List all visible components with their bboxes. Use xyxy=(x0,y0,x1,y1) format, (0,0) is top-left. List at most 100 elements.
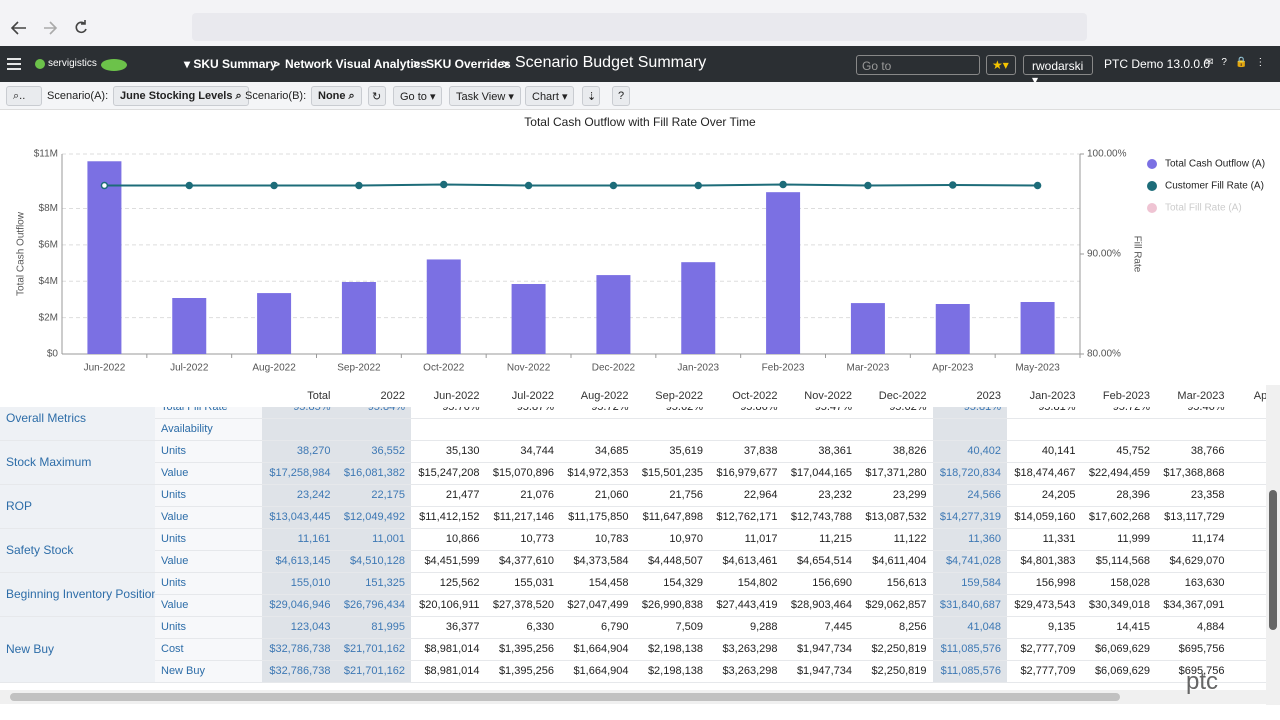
cell: 40,141 xyxy=(1007,440,1082,463)
cell: $27,378,520 xyxy=(485,594,560,617)
cell: $11,085,576 xyxy=(932,638,1007,661)
row-label: Value xyxy=(155,462,262,485)
cell: 24,205 xyxy=(1007,484,1082,507)
x-tick-label: Dec-2022 xyxy=(592,363,636,374)
point xyxy=(779,180,787,189)
help-button[interactable]: ? xyxy=(612,86,630,106)
app-nav: servigistics ▾ SKU Summary > Network Vis… xyxy=(0,46,1280,87)
cell: $15,501,235 xyxy=(634,462,709,485)
goto-button[interactable]: Go to ▾ xyxy=(393,86,443,106)
column-header[interactable]: 2023 xyxy=(932,385,1007,408)
button-text[interactable]: Chart xyxy=(532,91,559,103)
button-text[interactable]: Task View xyxy=(456,91,506,103)
cell: $20,106,911 xyxy=(411,594,486,617)
breadcrumb[interactable]: SKU Overrides xyxy=(426,57,511,71)
cell: 163,630 xyxy=(1156,572,1231,595)
y-tick-label: $4M xyxy=(39,276,58,287)
column-header[interactable]: Feb-2023 xyxy=(1081,385,1156,408)
cell xyxy=(932,418,1007,441)
cell xyxy=(709,418,784,441)
cell: $18,720,834 xyxy=(932,462,1007,485)
column-header[interactable]: Jun-2022 xyxy=(411,385,486,408)
refresh-button[interactable]: ↻ xyxy=(368,86,386,106)
x-tick-label: Mar-2023 xyxy=(847,363,890,374)
x-tick-label: May-2023 xyxy=(1015,363,1060,374)
x-tick-label: Oct-2022 xyxy=(423,363,465,374)
table-row: Beginning Inventory Position Units 155,010… xyxy=(0,572,1266,617)
cell: $29,062,857 xyxy=(858,594,933,617)
breadcrumb[interactable]: ▾ SKU Summary xyxy=(184,57,277,71)
column-header[interactable]: Jul-2022 xyxy=(485,385,560,408)
column-header[interactable]: 2022 xyxy=(336,385,411,408)
column-header[interactable]: Aug-2022 xyxy=(560,385,635,408)
column-header[interactable]: Total xyxy=(262,385,337,408)
cell xyxy=(1230,550,1266,573)
table-row: Availability xyxy=(0,418,1266,441)
cell: $8,981,014 xyxy=(411,660,486,683)
scenario-a[interactable]: June Stocking Levels ⌕ xyxy=(113,86,249,106)
cell: 11,174 xyxy=(1156,528,1231,551)
cell: $4,654,514 xyxy=(783,550,858,573)
cell: 21,076 xyxy=(485,484,560,507)
button-text[interactable]: Go to xyxy=(400,91,427,103)
cell: 36,377 xyxy=(411,616,486,639)
user-menu[interactable]: rwodarski ▾ xyxy=(1023,55,1093,87)
column-header[interactable]: Jan-2023 xyxy=(1007,385,1082,408)
cell: 35,619 xyxy=(634,440,709,463)
logo[interactable] xyxy=(0,46,130,82)
user-name[interactable]: rwodarski xyxy=(1032,59,1084,73)
column-header[interactable]: Mar-2023 xyxy=(1156,385,1231,408)
cell: 36,552 xyxy=(336,440,411,463)
legend-label: Total Cash Outflow (A) xyxy=(1165,159,1265,170)
row-label: Cost xyxy=(155,638,262,661)
cell: $26,796,434 xyxy=(336,594,411,617)
download-button[interactable]: ⇣ xyxy=(582,86,600,106)
cell: 21,060 xyxy=(560,484,635,507)
breadcrumb[interactable]: Network Visual Analytics xyxy=(285,57,428,71)
cell xyxy=(1230,616,1266,639)
task-view-button[interactable]: Task View ▾ xyxy=(449,86,521,106)
v-scrollbar[interactable] xyxy=(1266,385,1280,705)
column-header[interactable]: Oct-2022 xyxy=(709,385,784,408)
cell: $4,373,584 xyxy=(560,550,635,573)
cell: 154,802 xyxy=(709,572,784,595)
cell: $11,217,146 xyxy=(485,506,560,529)
search-button[interactable]: ⌕.. xyxy=(6,86,42,106)
nav-icons[interactable]: ✉?🔒⋮ xyxy=(1205,57,1274,68)
cell: 22,964 xyxy=(709,484,784,507)
cell: $28,903,464 xyxy=(783,594,858,617)
line xyxy=(104,183,1038,187)
row-label: Value xyxy=(155,550,262,573)
bar xyxy=(681,262,716,354)
scenario-b-value[interactable]: None xyxy=(318,90,346,102)
address-bar[interactable] xyxy=(192,13,1087,41)
browser-nav-icons[interactable] xyxy=(0,0,110,46)
cell: $11,175,850 xyxy=(560,506,635,529)
cell: $2,198,138 xyxy=(634,660,709,683)
cell: 35,130 xyxy=(411,440,486,463)
chart-button[interactable]: Chart ▾ xyxy=(525,86,575,106)
x-tick-label: Jan-2023 xyxy=(677,363,719,374)
cell xyxy=(1081,418,1156,441)
favorites[interactable]: ★▾ xyxy=(986,55,1016,75)
column-header[interactable]: Sep-2022 xyxy=(634,385,709,408)
search-box[interactable]: Go to xyxy=(856,55,980,75)
point xyxy=(1033,181,1042,190)
column-header[interactable]: Dec-2022 xyxy=(858,385,933,408)
scenario-b[interactable]: None ⌕ xyxy=(311,86,362,106)
group-label: ROP xyxy=(0,484,155,529)
h-scrollbar[interactable] xyxy=(0,690,1266,704)
bar xyxy=(511,284,546,354)
cell: 11,001 xyxy=(336,528,411,551)
table-row: Cost $32,786,738 $21,701,162 $8,981,014 $1,3… xyxy=(0,638,1266,661)
table-row: Value $4,613,145 $4,510,128 $4,451,599 $4,37… xyxy=(0,550,1266,573)
cell: 6,330 xyxy=(485,616,560,639)
cell: 7,509 xyxy=(634,616,709,639)
cell: $4,741,028 xyxy=(932,550,1007,573)
cell: 37,838 xyxy=(709,440,784,463)
cell: $29,473,543 xyxy=(1007,594,1082,617)
column-header[interactable]: Apr-2023 xyxy=(1230,385,1266,408)
column-header[interactable]: Nov-2022 xyxy=(783,385,858,408)
scenario-a-value[interactable]: June Stocking Levels xyxy=(120,90,233,102)
breadcrumb-text[interactable]: SKU Summary xyxy=(193,57,277,71)
